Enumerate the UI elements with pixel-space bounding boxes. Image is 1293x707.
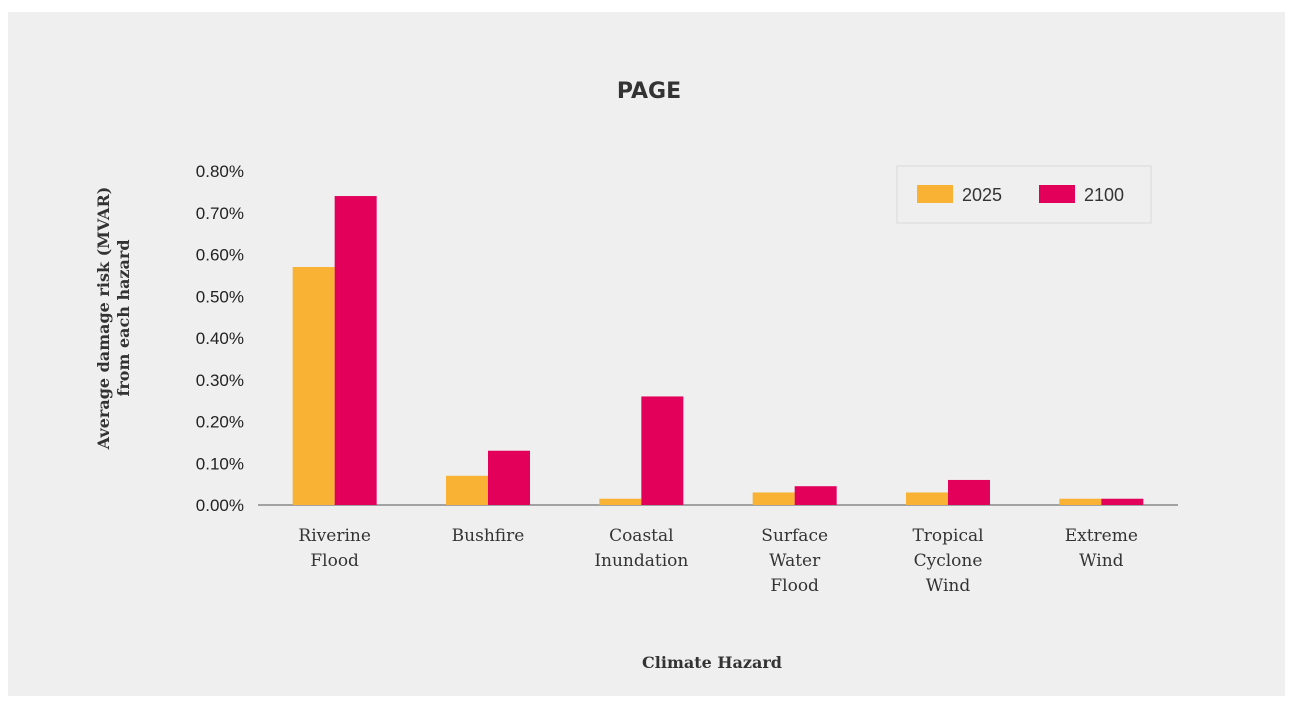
legend: 2025 2100 xyxy=(896,165,1152,224)
y-tick-label: 0.30% xyxy=(196,371,244,390)
x-tick-label: Surface Water Flood xyxy=(761,526,828,596)
bar-2100-5 xyxy=(1101,498,1144,505)
bar-2100-3 xyxy=(794,486,837,505)
bar-2100-1 xyxy=(488,450,530,505)
chart-panel: PAGE 0.00% 0.10% 0.20% 0.30% 0.40% 0.50% 0.60%… xyxy=(8,12,1285,696)
chart-title: PAGE xyxy=(617,79,681,104)
y-tick-label: 0.60% xyxy=(196,246,244,265)
legend-swatch-2025 xyxy=(917,185,953,203)
legend-swatch-2100 xyxy=(1039,185,1075,203)
bar-2100-4 xyxy=(948,479,990,505)
bar-2025-1 xyxy=(446,475,488,505)
legend-label-2100: 2100 xyxy=(1084,185,1124,205)
x-tick-label: Bushfire xyxy=(452,526,525,546)
bar-chart: PAGE 0.00% 0.10% 0.20% 0.30% 0.40% 0.50% 0.60%… xyxy=(94,79,1178,672)
x-tick-label: Tropical Cyclone Wind xyxy=(912,526,983,596)
x-tick-label: Coastal Inundation xyxy=(594,526,688,571)
bar-2025-2 xyxy=(599,498,642,505)
y-tick-label: 0.10% xyxy=(196,454,244,473)
y-tick-label: 0.50% xyxy=(196,287,244,306)
bars-group xyxy=(292,196,1144,506)
x-axis-ticks: Riverine Flood Bushfire Coastal Inundation Su… xyxy=(298,526,1138,596)
y-tick-label: 0.40% xyxy=(196,329,244,348)
legend-label-2025: 2025 xyxy=(962,185,1002,205)
bar-2100-2 xyxy=(641,396,684,505)
y-tick-label: 0.80% xyxy=(196,162,244,181)
bar-2025-0 xyxy=(292,267,335,505)
x-tick-label: Extreme Wind xyxy=(1065,526,1138,571)
bar-2025-5 xyxy=(1059,498,1102,505)
x-axis-label: Climate Hazard xyxy=(642,653,782,672)
y-axis-label: Average damage risk (MVAR)from each haza… xyxy=(94,187,133,451)
bar-2025-3 xyxy=(752,492,795,505)
x-tick-label: Riverine Flood xyxy=(298,526,370,571)
y-tick-label: 0.70% xyxy=(196,204,244,223)
y-tick-label: 0.20% xyxy=(196,413,244,432)
y-tick-label: 0.00% xyxy=(196,496,244,515)
bar-2100-0 xyxy=(334,196,377,506)
bar-2025-4 xyxy=(906,492,948,505)
y-axis-ticks: 0.00% 0.10% 0.20% 0.30% 0.40% 0.50% 0.60% 0.70%… xyxy=(196,162,244,515)
